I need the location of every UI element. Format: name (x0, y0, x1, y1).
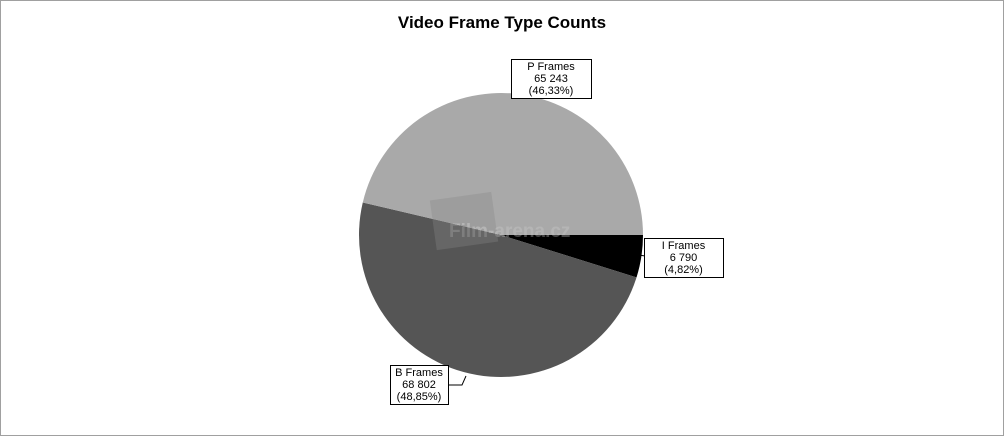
slice-value-i-frames: 6 790 (670, 252, 698, 264)
pie-slice-b-frames (358, 202, 637, 378)
leader-line-b-frames (448, 375, 467, 386)
slice-label-b-frames: B Frames (395, 367, 443, 379)
pie-slice-p-frames (362, 92, 643, 235)
slice-percent-b-frames: (48,85%) (397, 391, 442, 403)
slice-label-i-frames: I Frames (662, 240, 706, 252)
slice-label-p-frames: P Frames (527, 61, 575, 73)
label-box-p-frames (511, 59, 592, 99)
svg-text:Film-arena.cz: Film-arena.cz (449, 221, 570, 242)
pie-slice-i-frames (501, 235, 643, 278)
slice-percent-p-frames: (46,33%) (529, 85, 574, 97)
label-box-b-frames (390, 365, 449, 405)
label-box-i-frames (644, 238, 724, 278)
slice-percent-i-frames: (4,82%) (664, 264, 703, 276)
chart-title: Video Frame Type Counts (397, 13, 607, 32)
slice-value-p-frames: 65 243 (534, 73, 568, 85)
slice-value-b-frames: 68 802 (402, 379, 436, 391)
watermark-logo: Film-arena.cz (429, 191, 570, 251)
